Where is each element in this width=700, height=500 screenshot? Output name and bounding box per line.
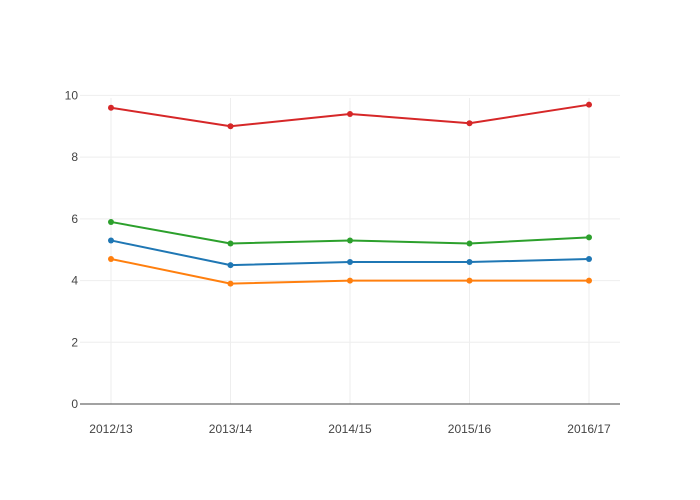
data-point bbox=[347, 277, 353, 284]
series-group bbox=[108, 101, 592, 287]
x-tick-labels: 2012/13 2013/14 2014/15 2015/16 2016/17 bbox=[89, 422, 611, 436]
data-point bbox=[227, 240, 234, 247]
data-point bbox=[347, 237, 353, 244]
x-tick-label: 2015/16 bbox=[448, 422, 492, 436]
x-tick-label: 2016/17 bbox=[567, 422, 611, 436]
y-tick-label: 6 bbox=[71, 212, 78, 226]
y-tick-label: 4 bbox=[71, 274, 78, 288]
y-tick-label: 2 bbox=[71, 335, 78, 349]
y-tick-labels: 0 2 4 6 8 10 bbox=[65, 88, 79, 411]
series-1 bbox=[108, 101, 592, 130]
y-tick-label: 8 bbox=[71, 150, 78, 164]
x-tick-label: 2014/15 bbox=[328, 422, 372, 436]
series-3 bbox=[108, 237, 592, 269]
data-point bbox=[466, 259, 473, 266]
series-4 bbox=[108, 255, 592, 287]
data-point bbox=[466, 240, 473, 247]
data-point bbox=[586, 277, 592, 284]
data-point bbox=[347, 110, 353, 117]
x-tick-label: 2012/13 bbox=[89, 422, 133, 436]
data-point bbox=[586, 255, 592, 262]
y-tick-label: 0 bbox=[71, 397, 78, 411]
series-2 bbox=[108, 218, 592, 247]
data-point bbox=[108, 255, 114, 262]
data-point bbox=[227, 280, 234, 287]
data-point bbox=[108, 104, 114, 111]
data-point bbox=[108, 218, 114, 225]
data-point bbox=[227, 123, 234, 130]
data-point bbox=[347, 259, 353, 266]
data-point bbox=[586, 234, 592, 241]
data-point bbox=[108, 237, 114, 244]
x-gridlines bbox=[110, 98, 590, 404]
data-point bbox=[466, 120, 473, 127]
y-tick-label: 10 bbox=[65, 88, 79, 102]
x-tick-label: 2013/14 bbox=[209, 422, 253, 436]
data-point bbox=[586, 101, 592, 108]
data-point bbox=[227, 262, 234, 269]
data-point bbox=[466, 277, 473, 284]
